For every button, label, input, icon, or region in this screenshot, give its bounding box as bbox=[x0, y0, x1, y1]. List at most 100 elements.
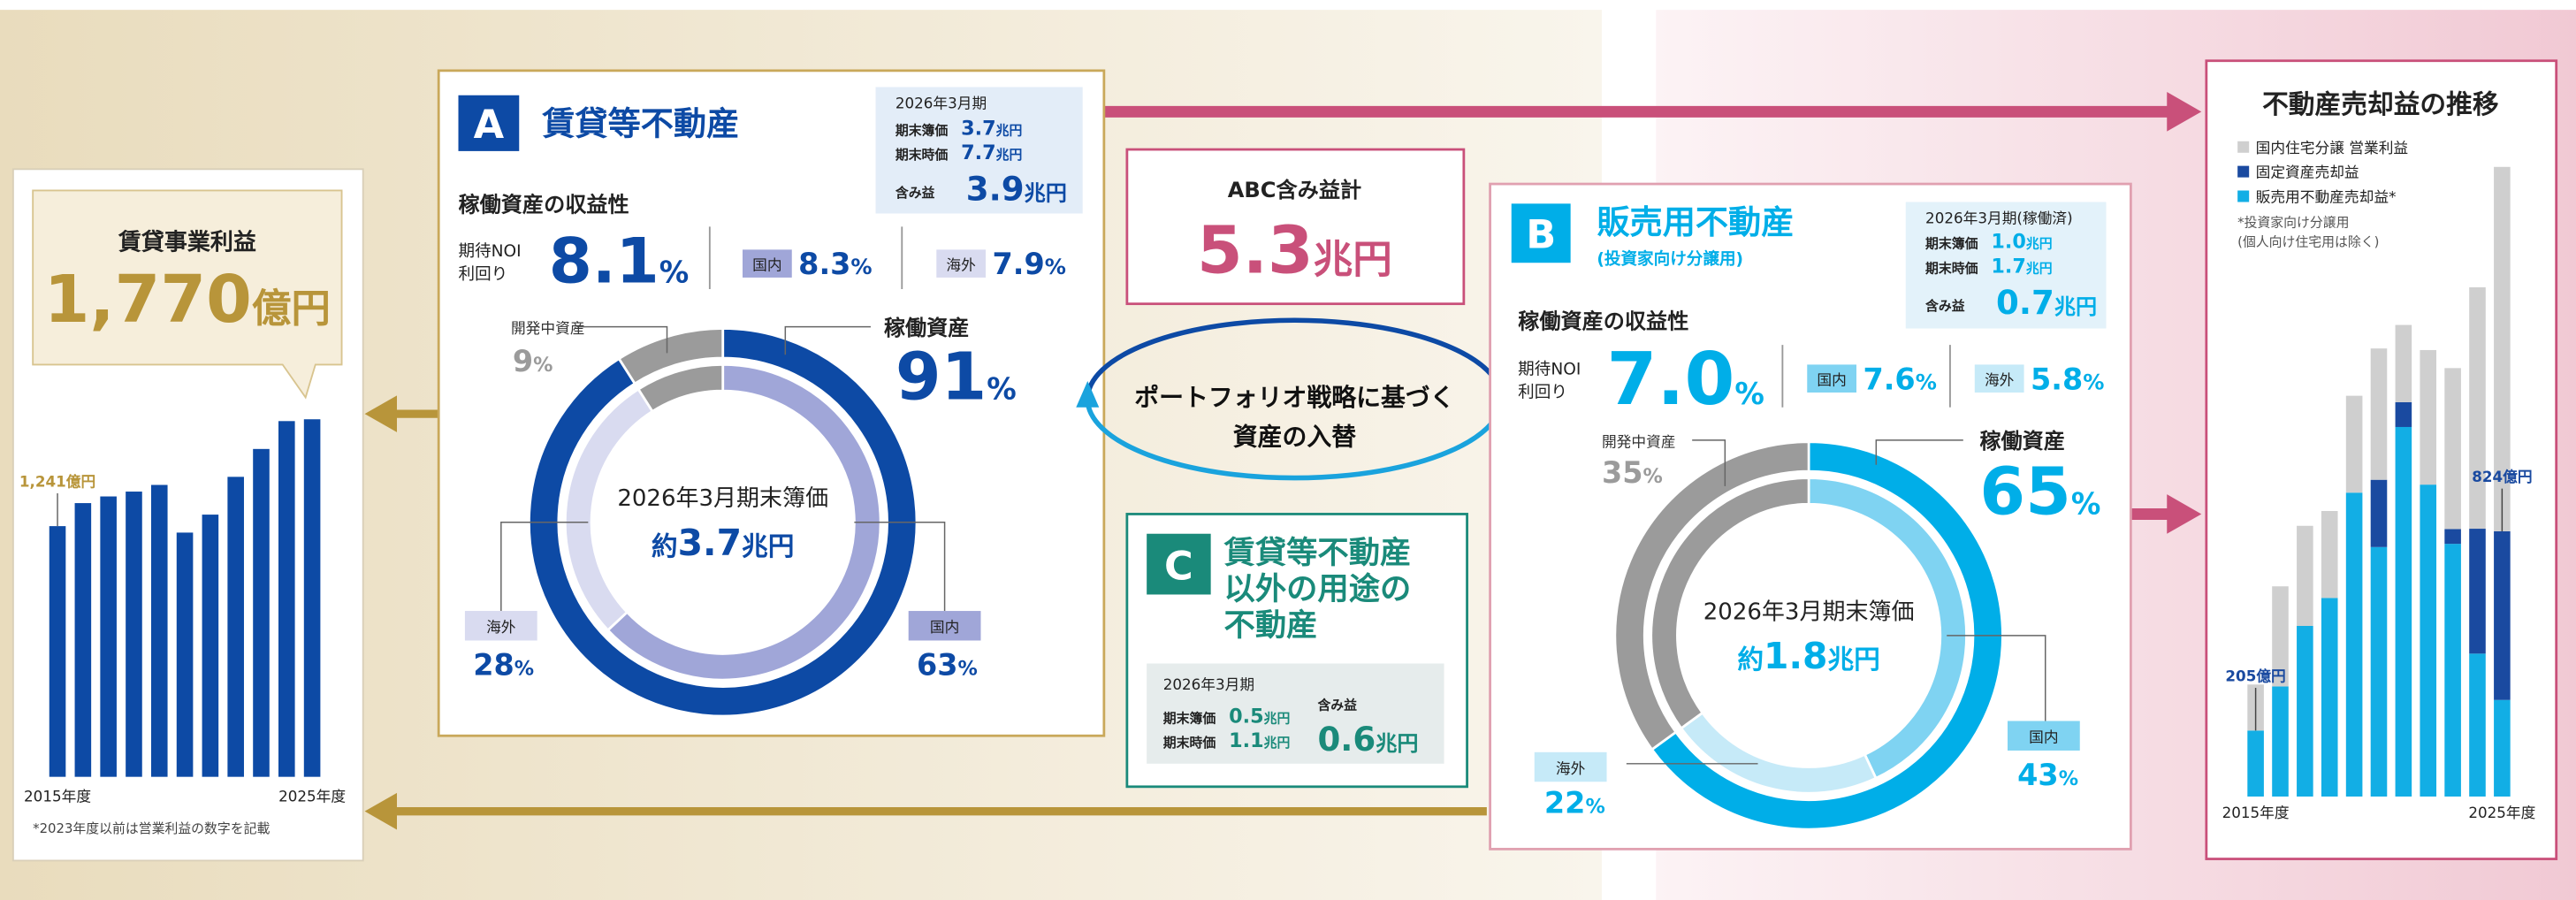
x-tick-label: 2025年度 bbox=[278, 788, 346, 805]
segment-value-part: % bbox=[533, 354, 553, 377]
segment-value: 91% bbox=[896, 338, 1017, 415]
segment-name-part: 国内 bbox=[2029, 728, 2058, 746]
segment-name: 国内 bbox=[930, 618, 959, 636]
leader bbox=[500, 521, 589, 612]
info-value: 7.7兆円 bbox=[961, 141, 1022, 164]
annotation-label: 205億円 bbox=[2225, 667, 2285, 685]
badge-b bbox=[1511, 203, 1571, 263]
profit-value: 1,770億円 bbox=[44, 261, 331, 338]
badge-label: 海外 bbox=[1985, 371, 2015, 389]
bar bbox=[227, 477, 244, 777]
info-value-part: 3.9 bbox=[966, 171, 1025, 209]
info-label: 期末時価 bbox=[1925, 260, 1978, 276]
arrow-head bbox=[2167, 92, 2202, 132]
yield-label: 期待NOI bbox=[1518, 361, 1581, 379]
bar-segment bbox=[2321, 511, 2338, 599]
bar-segment bbox=[2469, 286, 2486, 530]
segment-value-part: % bbox=[1643, 465, 1663, 488]
info-value: 3.9兆円 bbox=[966, 171, 1067, 209]
badge-c-letter: C bbox=[1164, 544, 1193, 590]
bar-segment bbox=[2494, 699, 2511, 797]
segment-value-part: 91 bbox=[896, 338, 987, 415]
yield-breakdown: 8.3% bbox=[798, 247, 872, 281]
info-value: 0.5兆円 bbox=[1229, 705, 1290, 728]
info-value: 3.7兆円 bbox=[961, 117, 1022, 140]
legend-swatch bbox=[2237, 165, 2250, 178]
info-value: 0.7兆円 bbox=[1996, 284, 2097, 322]
yield-breakdown-part: % bbox=[850, 255, 872, 279]
segment-value: 9% bbox=[513, 344, 553, 378]
panel-b-title: 販売用不動産 bbox=[1597, 203, 1794, 241]
info-value-part: 兆円 bbox=[1264, 735, 1291, 751]
bar bbox=[100, 496, 117, 777]
x-tick-label: 2025年度 bbox=[2468, 804, 2535, 821]
info-value-part: 兆円 bbox=[996, 122, 1023, 138]
info-label-part: 含み益 bbox=[1317, 698, 1357, 713]
chart-title-part: 不動産売却益の推移 bbox=[2262, 89, 2499, 120]
info-label: 含み益 bbox=[1317, 698, 1357, 713]
info-label-part: 期末簿価 bbox=[896, 122, 949, 138]
yield-breakdown-part: 7.9 bbox=[992, 247, 1044, 281]
segment-value-part: % bbox=[987, 371, 1017, 406]
badge-label: 海外 bbox=[946, 256, 976, 274]
yield-label-part: 利回り bbox=[458, 265, 507, 284]
bar-segment bbox=[2420, 484, 2437, 797]
profit-value-part: 億円 bbox=[252, 286, 331, 332]
abc-box bbox=[1125, 148, 1466, 306]
info-label-part: 期末簿価 bbox=[1925, 236, 1978, 252]
panel-b-title-part: 販売用不動産 bbox=[1597, 203, 1794, 241]
info-period: 2026年3月期(稼働済) bbox=[1925, 210, 2073, 227]
panel-b-subtitle: (投資家向け分譲用) bbox=[1597, 249, 1743, 269]
segment-value-part: % bbox=[958, 658, 978, 681]
info-label-part: 期末時価 bbox=[896, 147, 949, 163]
leader bbox=[784, 325, 871, 355]
center-value: 約3.7兆円 bbox=[652, 522, 795, 564]
donut-segment bbox=[606, 363, 882, 682]
segment-badge bbox=[464, 611, 537, 641]
info-label: 期末簿価 bbox=[1163, 710, 1216, 726]
x-tick-label-part: 2015年度 bbox=[24, 788, 91, 805]
bar-segment bbox=[2395, 426, 2412, 797]
yield-label: 期待NOI bbox=[458, 242, 521, 261]
info-value-part: 兆円 bbox=[1025, 181, 1067, 206]
leader bbox=[1875, 439, 1963, 465]
yield-breakdown-part: 8.3 bbox=[798, 247, 850, 281]
info-period-part: 2026年3月期 bbox=[1163, 675, 1254, 693]
info-box bbox=[875, 87, 1083, 214]
segment-name-part: 海外 bbox=[1556, 759, 1586, 777]
bar bbox=[303, 419, 321, 777]
badge-label-part: 国内 bbox=[752, 256, 781, 274]
bar-segment bbox=[2272, 586, 2289, 687]
legend-swatch bbox=[2237, 190, 2250, 202]
center-value-part: 3.7 bbox=[678, 522, 742, 564]
info-label: 含み益 bbox=[896, 185, 935, 201]
badge-label: 国内 bbox=[1817, 371, 1846, 389]
bar-segment bbox=[2297, 525, 2313, 626]
segment-value: 63% bbox=[917, 648, 978, 683]
legend-label: 固定資産売却益 bbox=[2256, 164, 2359, 181]
center-value-part: 約 bbox=[1737, 644, 1764, 675]
panel-a-title-part: 賃貸等不動産 bbox=[541, 104, 739, 142]
yield-heading-part: 稼働資産の収益性 bbox=[1518, 309, 1688, 334]
donut-segment bbox=[1650, 477, 1810, 730]
badge-label: 国内 bbox=[752, 256, 781, 274]
chart-note: *投資家向け分譲用 bbox=[2237, 214, 2349, 230]
center-label: 2026年3月期末簿価 bbox=[1703, 599, 1915, 625]
value-label-part: 1,241億円 bbox=[19, 473, 95, 491]
info-box bbox=[1147, 663, 1444, 764]
chart-note: (個人向け住宅用は除く) bbox=[2237, 234, 2379, 250]
segment-name: 稼働資産 bbox=[884, 316, 970, 340]
segment-badge bbox=[1534, 751, 1607, 782]
info-value: 0.6兆円 bbox=[1317, 721, 1418, 759]
segment-value-part: 65 bbox=[1979, 453, 2070, 530]
info-value: 1.7兆円 bbox=[1991, 255, 2052, 278]
bar-segment bbox=[2494, 166, 2511, 531]
legend-swatch bbox=[2237, 141, 2250, 153]
bar-segment bbox=[2370, 348, 2388, 480]
segment-value: 22% bbox=[1544, 786, 1605, 820]
bar-segment bbox=[2321, 598, 2338, 797]
info-value-part: 3.7 bbox=[961, 117, 995, 140]
segment-badge bbox=[2007, 721, 2080, 751]
arrow-head bbox=[364, 792, 397, 830]
segment-name: 開発中資産 bbox=[511, 319, 585, 337]
